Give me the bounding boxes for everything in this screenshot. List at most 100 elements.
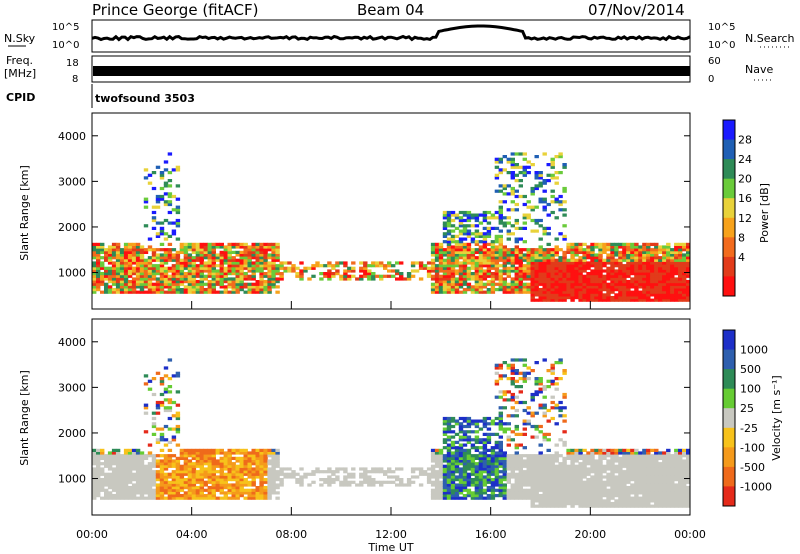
power-cell xyxy=(255,282,260,286)
power-cell xyxy=(582,266,587,270)
velocity-cell xyxy=(542,491,547,495)
velocity-cell xyxy=(450,488,456,492)
power-cell xyxy=(490,256,496,260)
power-cell xyxy=(570,290,575,294)
velocity-cell xyxy=(263,496,268,500)
velocity-cell xyxy=(582,454,587,458)
velocity-cell xyxy=(131,472,137,476)
velocity-cell xyxy=(446,475,452,479)
power-cell xyxy=(594,274,599,278)
velocity-cell xyxy=(347,472,352,476)
power-cell xyxy=(450,224,456,228)
velocity-cell xyxy=(107,462,113,466)
power-cell xyxy=(510,232,515,236)
velocity-cell xyxy=(662,462,667,466)
velocity-cell xyxy=(155,496,161,500)
velocity-cell xyxy=(498,435,503,439)
power-cell xyxy=(510,269,515,273)
velocity-cell xyxy=(606,494,611,498)
velocity-cell xyxy=(442,475,448,479)
velocity-cell xyxy=(111,494,117,498)
velocity-cell xyxy=(602,494,607,498)
velocity-cell xyxy=(586,451,591,455)
power-cell xyxy=(259,245,264,249)
velocity-cell xyxy=(263,467,268,471)
power-cell xyxy=(614,293,619,297)
velocity-cell xyxy=(534,382,539,386)
velocity-cell xyxy=(498,377,503,381)
velocity-cell xyxy=(139,475,145,479)
power-cell xyxy=(111,264,117,268)
power-cell xyxy=(263,261,268,265)
velocity-cell xyxy=(438,480,444,484)
power-cell xyxy=(123,272,129,276)
velocity-cell xyxy=(139,486,145,490)
power-cell xyxy=(92,264,97,268)
power-cell xyxy=(498,248,503,252)
power-cell xyxy=(275,285,280,289)
velocity-cell xyxy=(351,472,356,476)
power-cell xyxy=(482,210,488,215)
power-cell xyxy=(482,218,488,223)
velocity-cell xyxy=(658,478,663,482)
power-cell xyxy=(159,253,165,257)
power-cell xyxy=(662,293,667,297)
velocity-cell xyxy=(574,494,579,498)
velocity-cell xyxy=(163,390,169,394)
power-cell xyxy=(462,264,468,268)
power-cell xyxy=(590,261,595,265)
velocity-cell xyxy=(327,475,332,479)
velocity-cell xyxy=(606,499,611,503)
power-cell xyxy=(594,242,599,246)
power-cell xyxy=(195,256,201,260)
velocity-cell xyxy=(247,494,252,498)
power-cell xyxy=(215,280,220,284)
velocity-cell xyxy=(582,462,587,466)
velocity-cell xyxy=(538,459,543,463)
power-cell xyxy=(618,285,623,289)
velocity-cell xyxy=(442,464,448,468)
power-cell xyxy=(163,218,169,223)
velocity-cell xyxy=(610,448,615,452)
power-cell xyxy=(167,200,173,204)
power-cell xyxy=(642,293,647,297)
power-cell xyxy=(514,221,519,225)
velocity-cell xyxy=(438,486,444,490)
velocity-cell xyxy=(275,459,280,463)
velocity-cell xyxy=(207,470,212,474)
velocity-cell xyxy=(562,475,567,479)
velocity-cell xyxy=(494,494,500,498)
velocity-cell xyxy=(514,483,519,487)
power-cell xyxy=(642,290,647,294)
velocity-cell xyxy=(550,472,555,476)
velocity-cell xyxy=(514,496,519,500)
power-cell xyxy=(566,293,571,297)
velocity-cell xyxy=(96,462,101,466)
power-cell xyxy=(518,288,523,292)
velocity-cell xyxy=(446,472,452,476)
velocity-cell xyxy=(470,446,476,450)
velocity-cell xyxy=(255,456,260,460)
velocity-cell xyxy=(502,475,507,479)
velocity-cell xyxy=(542,406,547,410)
velocity-cell xyxy=(466,454,472,458)
power-cell xyxy=(363,274,368,278)
power-cell xyxy=(454,242,460,246)
power-cell xyxy=(430,282,436,286)
power-cell xyxy=(514,258,519,262)
power-cell xyxy=(175,210,181,215)
power-cell xyxy=(574,272,579,276)
velocity-cell xyxy=(462,451,468,455)
power-cell xyxy=(534,274,539,278)
velocity-cell xyxy=(490,459,496,463)
velocity-cell xyxy=(454,448,460,452)
velocity-cell xyxy=(650,486,655,490)
velocity-cell xyxy=(410,480,416,484)
power-cell xyxy=(510,173,515,177)
power-cell xyxy=(678,280,683,284)
power-cell xyxy=(263,264,268,268)
velocity-cell xyxy=(123,494,129,498)
power-cell xyxy=(450,253,456,257)
velocity-cell xyxy=(498,374,503,378)
velocity-cell xyxy=(614,486,619,490)
